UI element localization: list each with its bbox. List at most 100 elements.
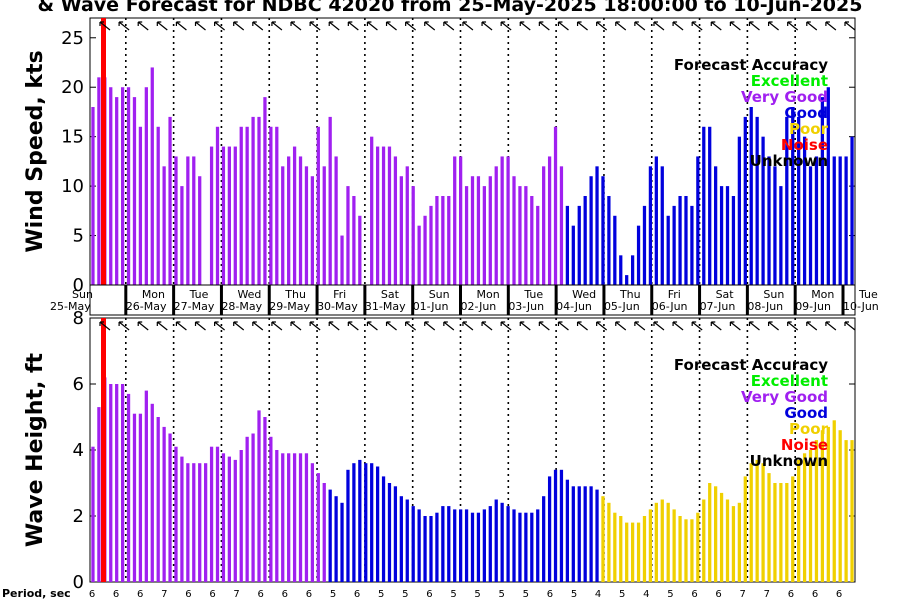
wind-direction-arrow — [462, 21, 474, 31]
wind-direction-arrow — [557, 21, 569, 31]
period-value: 4 — [595, 589, 601, 600]
wave-bar — [227, 456, 231, 582]
wind-direction-arrow — [787, 21, 799, 31]
wave-direction-arrow — [557, 321, 569, 331]
wave-bar — [820, 430, 825, 582]
wave-bar — [542, 496, 546, 582]
wave-bar — [328, 489, 332, 582]
date-label: 31-May — [365, 300, 406, 313]
wind-bar — [737, 136, 741, 285]
wave-bar — [310, 463, 315, 582]
wind-direction-arrow — [481, 21, 493, 31]
wave-bar — [488, 506, 492, 582]
wave-bar — [239, 450, 243, 582]
wave-bar — [749, 463, 753, 582]
wave-direction-arrow — [214, 321, 225, 331]
wave-bar — [565, 479, 570, 582]
wave-bar — [737, 502, 741, 582]
wave-bar — [743, 476, 747, 582]
wind-bar — [589, 176, 593, 285]
day-of-week-label: Thu — [284, 288, 306, 301]
wind-bar — [186, 156, 190, 285]
wind-bar — [767, 156, 771, 285]
wind-direction-arrow — [500, 21, 512, 31]
wave-direction-arrow — [271, 321, 283, 331]
day-of-week-label: Thu — [619, 288, 641, 301]
wave-direction-arrow — [481, 321, 493, 331]
wind-direction-arrow — [538, 21, 550, 31]
wave-direction-arrow — [366, 321, 378, 331]
wind-bar — [500, 156, 504, 285]
wind-ylabel: Wind Speed, kts — [23, 50, 48, 252]
wind-bar — [215, 126, 220, 286]
period-value: 7 — [161, 589, 167, 600]
wind-direction-arrow — [194, 21, 206, 31]
wave-bar — [316, 473, 320, 582]
wind-bar — [719, 186, 724, 285]
wave-bar — [547, 476, 552, 582]
wind-direction-arrow — [290, 21, 302, 31]
wind-bar — [547, 156, 552, 285]
wind-direction-arrow — [366, 21, 378, 31]
wave-bar — [802, 453, 807, 582]
day-of-week-label: Mon — [142, 288, 165, 301]
wave-bar — [162, 426, 166, 582]
wind-bar — [494, 166, 498, 285]
wave-direction-arrow — [538, 321, 550, 331]
wind-bar — [263, 97, 267, 285]
wind-direction-arrow — [844, 21, 856, 31]
wave-bar — [435, 512, 439, 582]
wave-bar — [399, 496, 403, 582]
wave-bar — [464, 509, 469, 582]
wave-bar — [340, 502, 344, 582]
wind-bar — [370, 136, 374, 285]
wave-direction-arrow — [748, 321, 760, 331]
wind-bar — [814, 156, 819, 285]
wave-bar — [755, 459, 759, 582]
wave-bar — [370, 463, 374, 582]
wave-bar — [690, 519, 694, 582]
day-of-week-label: Fri — [333, 288, 346, 301]
wind-bar — [115, 97, 119, 285]
wave-direction-arrow — [347, 321, 359, 331]
wind-bar — [435, 196, 439, 285]
wind-bar — [109, 87, 113, 285]
wind-bar — [820, 97, 825, 285]
wind-direction-arrow — [519, 21, 531, 31]
period-value: 5 — [571, 589, 577, 600]
wave-bar — [850, 440, 854, 582]
wave-direction-arrow — [328, 321, 340, 331]
day-of-week-label: Mon — [477, 288, 500, 301]
wind-bar — [393, 156, 398, 285]
wave-bar — [120, 384, 125, 582]
wind-bar — [287, 156, 291, 285]
wave-bar — [257, 410, 261, 582]
wind-direction-arrow — [252, 21, 264, 31]
period-value: 6 — [185, 589, 191, 600]
wind-direction-arrow — [653, 21, 665, 31]
wave-bar — [209, 446, 214, 582]
wind-direction-arrow — [347, 21, 359, 31]
wind-bar — [749, 107, 753, 285]
wind-bar — [304, 166, 309, 285]
wave-bar — [702, 499, 706, 582]
wave-ytick-label: 0 — [73, 572, 84, 593]
wind-bar — [714, 166, 718, 285]
wave-bar — [773, 483, 777, 582]
wind-bar — [577, 205, 581, 285]
wind-bar — [553, 126, 558, 286]
wave-bar — [298, 453, 303, 582]
wind-bar — [838, 156, 842, 285]
wave-bar — [287, 453, 291, 582]
wave-bar — [186, 463, 190, 582]
wave-bar — [482, 509, 486, 582]
wave-direction-arrow — [634, 321, 646, 331]
wave-bar — [447, 506, 451, 582]
wind-bar — [138, 126, 143, 286]
wave-direction-arrow — [596, 321, 608, 331]
wave-ytick-label: 8 — [73, 308, 84, 329]
wave-legend-item: Noise — [781, 436, 828, 454]
wave-direction-arrow — [233, 321, 245, 331]
wind-bar — [198, 176, 202, 285]
